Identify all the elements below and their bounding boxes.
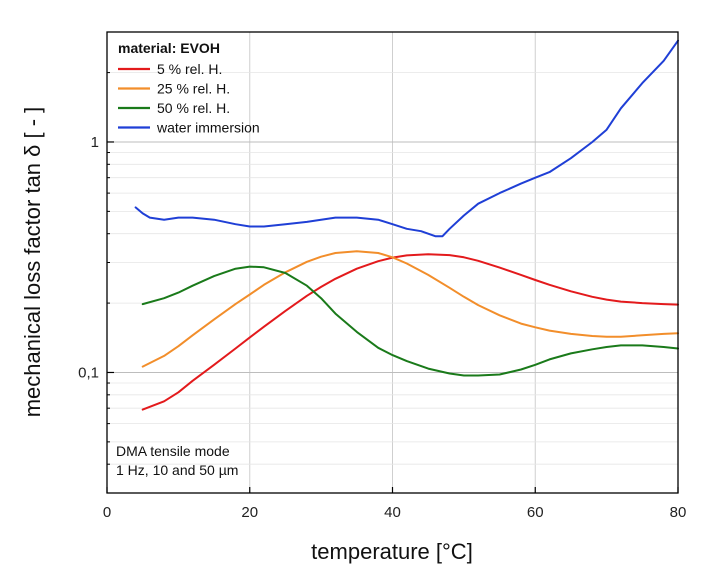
- legend: material: EVOH 5 % rel. H. 25 % rel. H. 50…: [118, 40, 260, 136]
- annotation-line-2: 1 Hz, 10 and 50 µm: [116, 462, 238, 478]
- x-axis: 0 20 40 60 80: [103, 487, 687, 521]
- grid: [107, 32, 678, 493]
- x-tick-label: 0: [103, 504, 111, 521]
- x-tick-label: 60: [527, 504, 544, 521]
- series-line-1: [141, 253, 679, 411]
- series-line-3: [141, 265, 679, 377]
- x-tick-label: 80: [670, 504, 687, 521]
- x-tick-label: 40: [384, 504, 401, 521]
- annotation: DMA tensile mode 1 Hz, 10 and 50 µm: [116, 443, 238, 478]
- legend-label: water immersion: [156, 120, 260, 136]
- legend-label: 50 % rel. H.: [157, 100, 230, 116]
- legend-label: 5 % rel. H.: [157, 61, 222, 77]
- y-tick-label: 1: [91, 134, 99, 151]
- series-group: [134, 39, 679, 411]
- series-line-2: [141, 250, 679, 368]
- x-axis-title: temperature [°C]: [311, 539, 473, 564]
- legend-label: 25 % rel. H.: [157, 81, 230, 97]
- y-axis: 0,11: [78, 72, 114, 465]
- x-tick-label: 20: [241, 504, 258, 521]
- annotation-line-1: DMA tensile mode: [116, 443, 230, 459]
- legend-title: material: EVOH: [118, 40, 220, 56]
- series-line-4: [134, 39, 679, 238]
- y-axis-title: mechanical loss factor tan δ [ - ]: [20, 107, 45, 418]
- y-tick-label: 0,1: [78, 364, 99, 381]
